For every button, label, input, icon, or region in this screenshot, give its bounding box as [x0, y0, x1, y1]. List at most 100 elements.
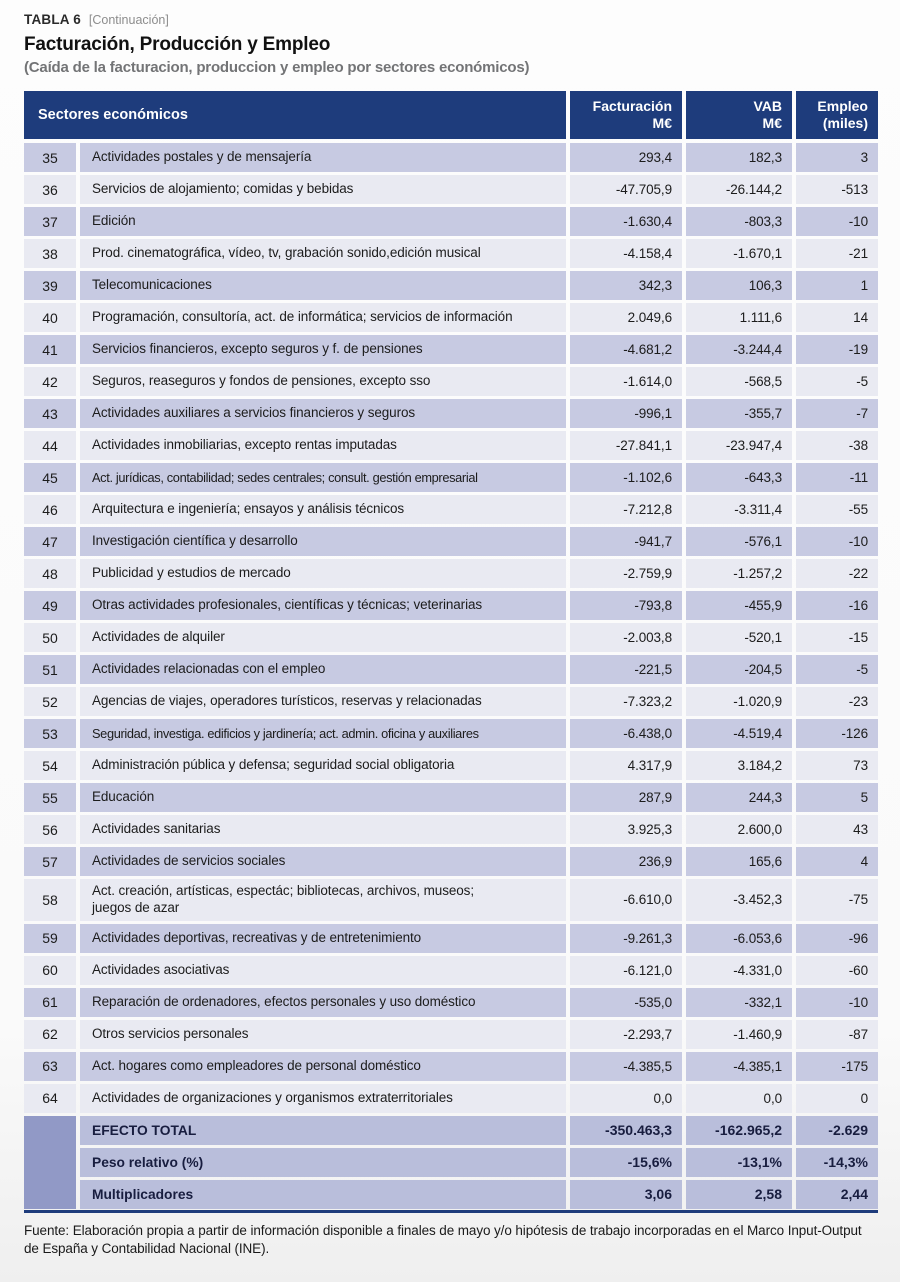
table-row: 55 Educación 287,9 244,3 5 [24, 783, 878, 812]
facturacion-value-cell: -1.102,6 [570, 463, 682, 492]
table-header-row: Sectores económicos Facturación M€ VAB M€ … [24, 91, 878, 139]
summary-facturacion-cell: -15,6% [570, 1147, 682, 1177]
sector-number-cell: 64 [24, 1083, 76, 1113]
sector-name-cell: Administración pública y defensa; seguri… [80, 751, 566, 780]
facturacion-value-cell: -1.614,0 [570, 367, 682, 396]
sector-name-cell: Actividades sanitarias [80, 815, 566, 844]
summary-empleo-cell: -14,3% [796, 1147, 878, 1177]
facturacion-value-cell: -7.323,2 [570, 687, 682, 716]
column-header-facturacion: Facturación M€ [570, 91, 682, 139]
sector-name-cell: Act. creación, artísticas, espectác; bib… [80, 879, 566, 921]
sector-name-cell: Servicios de alojamiento; comidas y bebi… [80, 175, 566, 204]
sector-number-cell: 36 [24, 175, 76, 204]
table-row: 38 Prod. cinematográfica, vídeo, tv, gra… [24, 239, 878, 268]
vab-value-cell: -4.385,1 [686, 1051, 792, 1081]
table-row: 47 Investigación científica y desarrollo… [24, 527, 878, 556]
sector-number-cell: 57 [24, 847, 76, 876]
facturacion-value-cell: -7.212,8 [570, 495, 682, 524]
sector-number-cell: 43 [24, 399, 76, 428]
sector-number-cell: 46 [24, 495, 76, 524]
table-row: 53 Seguridad, investiga. edificios y jar… [24, 719, 878, 748]
vab-value-cell: 182,3 [686, 143, 792, 172]
vab-value-cell: -520,1 [686, 623, 792, 652]
sectors-table: Sectores económicos Facturación M€ VAB M€ … [24, 91, 878, 1213]
facturacion-value-cell: -2.003,8 [570, 623, 682, 652]
vab-value-cell: 0,0 [686, 1083, 792, 1113]
empleo-value-cell: -10 [796, 207, 878, 236]
vab-value-cell: 244,3 [686, 783, 792, 812]
facturacion-value-cell: -941,7 [570, 527, 682, 556]
facturacion-value-cell: -9.261,3 [570, 923, 682, 953]
vab-value-cell: 106,3 [686, 271, 792, 300]
table-row: 36 Servicios de alojamiento; comidas y b… [24, 175, 878, 204]
vab-value-cell: -1.670,1 [686, 239, 792, 268]
sector-name-cell: Actividades inmobiliarias, excepto renta… [80, 431, 566, 460]
table-row: 48 Publicidad y estudios de mercado -2.7… [24, 559, 878, 588]
vab-value-cell: -4.331,0 [686, 955, 792, 985]
vab-value-cell: -803,3 [686, 207, 792, 236]
sector-number-cell: 39 [24, 271, 76, 300]
summary-grid: EFECTO TOTAL -350.463,3 -162.965,2 -2.629 Pe… [24, 1115, 878, 1209]
empleo-value-cell: -75 [796, 879, 878, 921]
facturacion-value-cell: -2.759,9 [570, 559, 682, 588]
sector-name-cell: Otros servicios personales [80, 1019, 566, 1049]
summary-empleo-cell: 2,44 [796, 1179, 878, 1209]
facturacion-value-cell: 0,0 [570, 1083, 682, 1113]
vab-value-cell: 1.111,6 [686, 303, 792, 332]
sector-number-cell: 42 [24, 367, 76, 396]
sector-number-cell: 52 [24, 687, 76, 716]
table-bottom-rule [24, 1209, 878, 1213]
facturacion-value-cell: -4.681,2 [570, 335, 682, 364]
sector-number-cell: 35 [24, 143, 76, 172]
table-row: 39 Telecomunicaciones 342,3 106,3 1 [24, 271, 878, 300]
sector-number-cell: 63 [24, 1051, 76, 1081]
facturacion-value-cell: -27.841,1 [570, 431, 682, 460]
summary-left-block [24, 1115, 76, 1209]
sector-number-cell: 62 [24, 1019, 76, 1049]
sector-name-cell: Arquitectura e ingeniería; ensayos y aná… [80, 495, 566, 524]
sector-number-cell: 50 [24, 623, 76, 652]
sector-number-cell: 58 [24, 879, 76, 921]
sector-number-cell: 51 [24, 655, 76, 684]
sector-name-cell: Agencias de viajes, operadores turístico… [80, 687, 566, 716]
sector-name-cell: Servicios financieros, excepto seguros y… [80, 335, 566, 364]
column-header-sectores: Sectores económicos [24, 91, 566, 139]
summary-empleo-cell: -2.629 [796, 1115, 878, 1145]
sector-number-cell: 45 [24, 463, 76, 492]
empleo-value-cell: 3 [796, 143, 878, 172]
empleo-value-cell: 0 [796, 1083, 878, 1113]
facturacion-value-cell: -6.121,0 [570, 955, 682, 985]
table-row: 35 Actividades postales y de mensajería … [24, 143, 878, 172]
vab-value-cell: -643,3 [686, 463, 792, 492]
empleo-value-cell: 14 [796, 303, 878, 332]
empleo-value-cell: -126 [796, 719, 878, 748]
table-row: 58 Act. creación, artísticas, espectác; … [24, 879, 878, 921]
sector-number-cell: 48 [24, 559, 76, 588]
sector-name-cell: Programación, consultoría, act. de infor… [80, 303, 566, 332]
table-row: 63 Act. hogares como empleadores de pers… [24, 1051, 878, 1081]
facturacion-value-cell: 2.049,6 [570, 303, 682, 332]
empleo-value-cell: -5 [796, 367, 878, 396]
table-row: 50 Actividades de alquiler -2.003,8 -520… [24, 623, 878, 652]
table-row: 42 Seguros, reaseguros y fondos de pensi… [24, 367, 878, 396]
facturacion-value-cell: -2.293,7 [570, 1019, 682, 1049]
empleo-value-cell: -7 [796, 399, 878, 428]
sector-number-cell: 49 [24, 591, 76, 620]
summary-facturacion-cell: -350.463,3 [570, 1115, 682, 1145]
vab-value-cell: -4.519,4 [686, 719, 792, 748]
vab-value-cell: -455,9 [686, 591, 792, 620]
sector-name-cell: Telecomunicaciones [80, 271, 566, 300]
sector-name-cell: Seguros, reaseguros y fondos de pensione… [80, 367, 566, 396]
table-row: 56 Actividades sanitarias 3.925,3 2.600,… [24, 815, 878, 844]
facturacion-value-cell: -4.158,4 [570, 239, 682, 268]
table-row: 62 Otros servicios personales -2.293,7 -… [24, 1019, 878, 1049]
sector-name-cell: Actividades auxiliares a servicios finan… [80, 399, 566, 428]
table-kicker-line: TABLA 6 [Continuación] [24, 12, 878, 27]
page-title: Facturación, Producción y Empleo [24, 34, 331, 55]
table-row: 51 Actividades relacionadas con el emple… [24, 655, 878, 684]
summary-vab-cell: 2,58 [686, 1179, 792, 1209]
empleo-value-cell: -96 [796, 923, 878, 953]
vab-value-cell: -1.257,2 [686, 559, 792, 588]
sector-name-cell: Actividades asociativas [80, 955, 566, 985]
table-row: 37 Edición -1.630,4 -803,3 -10 [24, 207, 878, 236]
